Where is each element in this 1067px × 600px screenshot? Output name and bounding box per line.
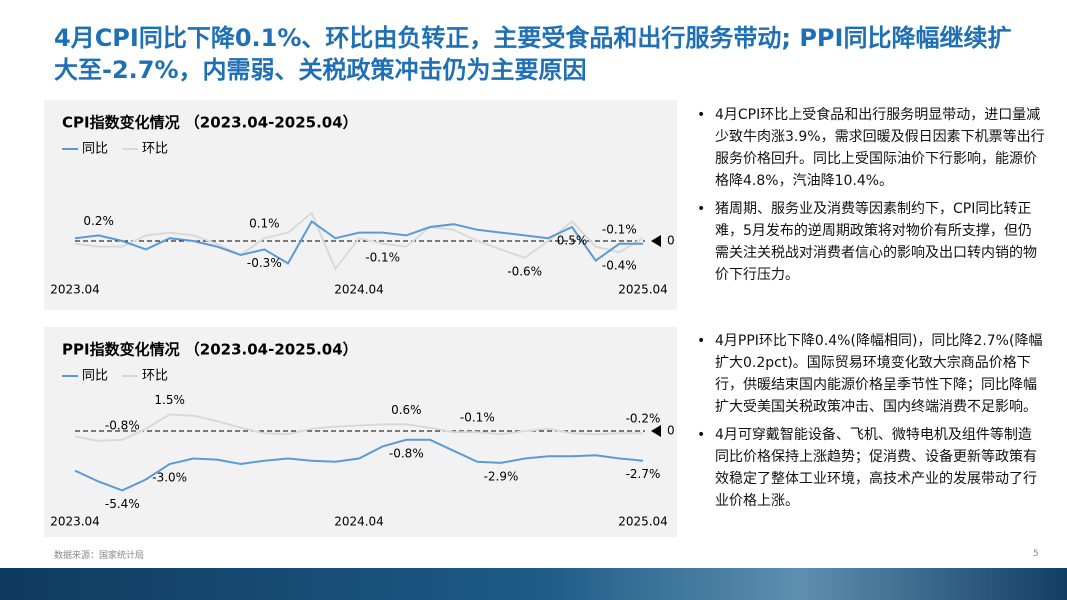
bullet: 猪周期、服务业及消费等因素制约下，CPI同比转正难，5月发布的逆周期政策将对物价… <box>695 198 1045 286</box>
page-number: 5 <box>1033 549 1039 559</box>
data-label: -0.1% <box>365 250 400 264</box>
zero-marker <box>651 425 661 437</box>
data-label: 0.5% <box>557 234 588 248</box>
bullet: 4月PPI环比下降0.4%(降幅相同)，同比降2.7%(降幅扩大0.2pct)。… <box>695 330 1045 418</box>
y-tick-label: 0 <box>667 234 675 248</box>
x-tick-label: 2023.04 <box>50 515 100 529</box>
data-label: -0.1% <box>460 411 495 425</box>
x-tick-label: 2024.04 <box>334 515 384 529</box>
legend-label: 同比 <box>82 142 108 157</box>
chart-title: CPI指数变化情况 （2023.04-2025.04） <box>62 114 358 132</box>
slide-title: 4月CPI同比下降0.1%、环比由负转正，主要受食品和出行服务带动; PPI同比… <box>54 24 1012 84</box>
data-label: -0.8% <box>105 418 140 432</box>
chart-panel: PPI指数变化情况 （2023.04-2025.04） 同比 环比 0 2023.04 2… <box>44 327 677 537</box>
data-label: -2.9% <box>484 469 519 483</box>
data-label: -0.8% <box>389 446 424 460</box>
data-label: -5.4% <box>105 497 140 511</box>
zero-marker <box>651 235 661 247</box>
x-tick-label: 2025.04 <box>618 515 668 529</box>
data-label: -2.7% <box>626 467 661 481</box>
data-label: -0.2% <box>626 412 661 426</box>
data-label: -3.0% <box>152 471 187 485</box>
legend-label: 环比 <box>142 142 168 157</box>
y-tick-label: 0 <box>667 424 675 438</box>
x-tick-label: 2023.04 <box>50 283 100 297</box>
source: 数据来源：国家统计局 <box>54 551 145 561</box>
bullet: 4月CPI环比上受食品和出行服务明显带动，进口量减少致牛肉涨3.9%，需求回暖及… <box>695 104 1045 192</box>
data-label: 0.6% <box>391 403 422 417</box>
legend-label: 同比 <box>82 369 108 384</box>
bullets: 4月CPI环比上受食品和出行服务明显带动，进口量减少致牛肉涨3.9%，需求回暖及… <box>695 104 1045 286</box>
chart-panel: CPI指数变化情况 （2023.04-2025.04） 同比 环比 0 2023.04 2… <box>44 100 677 310</box>
data-label: 0.2% <box>83 214 114 228</box>
line-series <box>74 219 643 265</box>
data-label: 0.1% <box>249 217 279 231</box>
footer-band <box>0 568 1067 600</box>
bullet: 4月可穿戴智能设备、飞机、微特电机及组件等制造同比价格保持上涨趋势；促消费、设备… <box>695 424 1045 512</box>
line-series <box>74 211 644 271</box>
data-label: -0.3% <box>247 256 282 270</box>
chart-title: PPI指数变化情况 （2023.04-2025.04） <box>62 341 358 359</box>
x-tick-label: 2025.04 <box>618 283 668 297</box>
data-label: -0.4% <box>602 259 637 273</box>
bullets: 4月PPI环比下降0.4%(降幅相同)，同比降2.7%(降幅扩大0.2pct)。… <box>695 330 1045 512</box>
legend-label: 环比 <box>142 369 168 384</box>
data-label: -0.1% <box>602 222 637 236</box>
line-series <box>74 438 644 492</box>
data-label: -0.6% <box>507 264 542 278</box>
line-series <box>74 413 643 442</box>
data-label: 1.5% <box>154 393 185 407</box>
x-tick-label: 2024.04 <box>334 283 384 297</box>
